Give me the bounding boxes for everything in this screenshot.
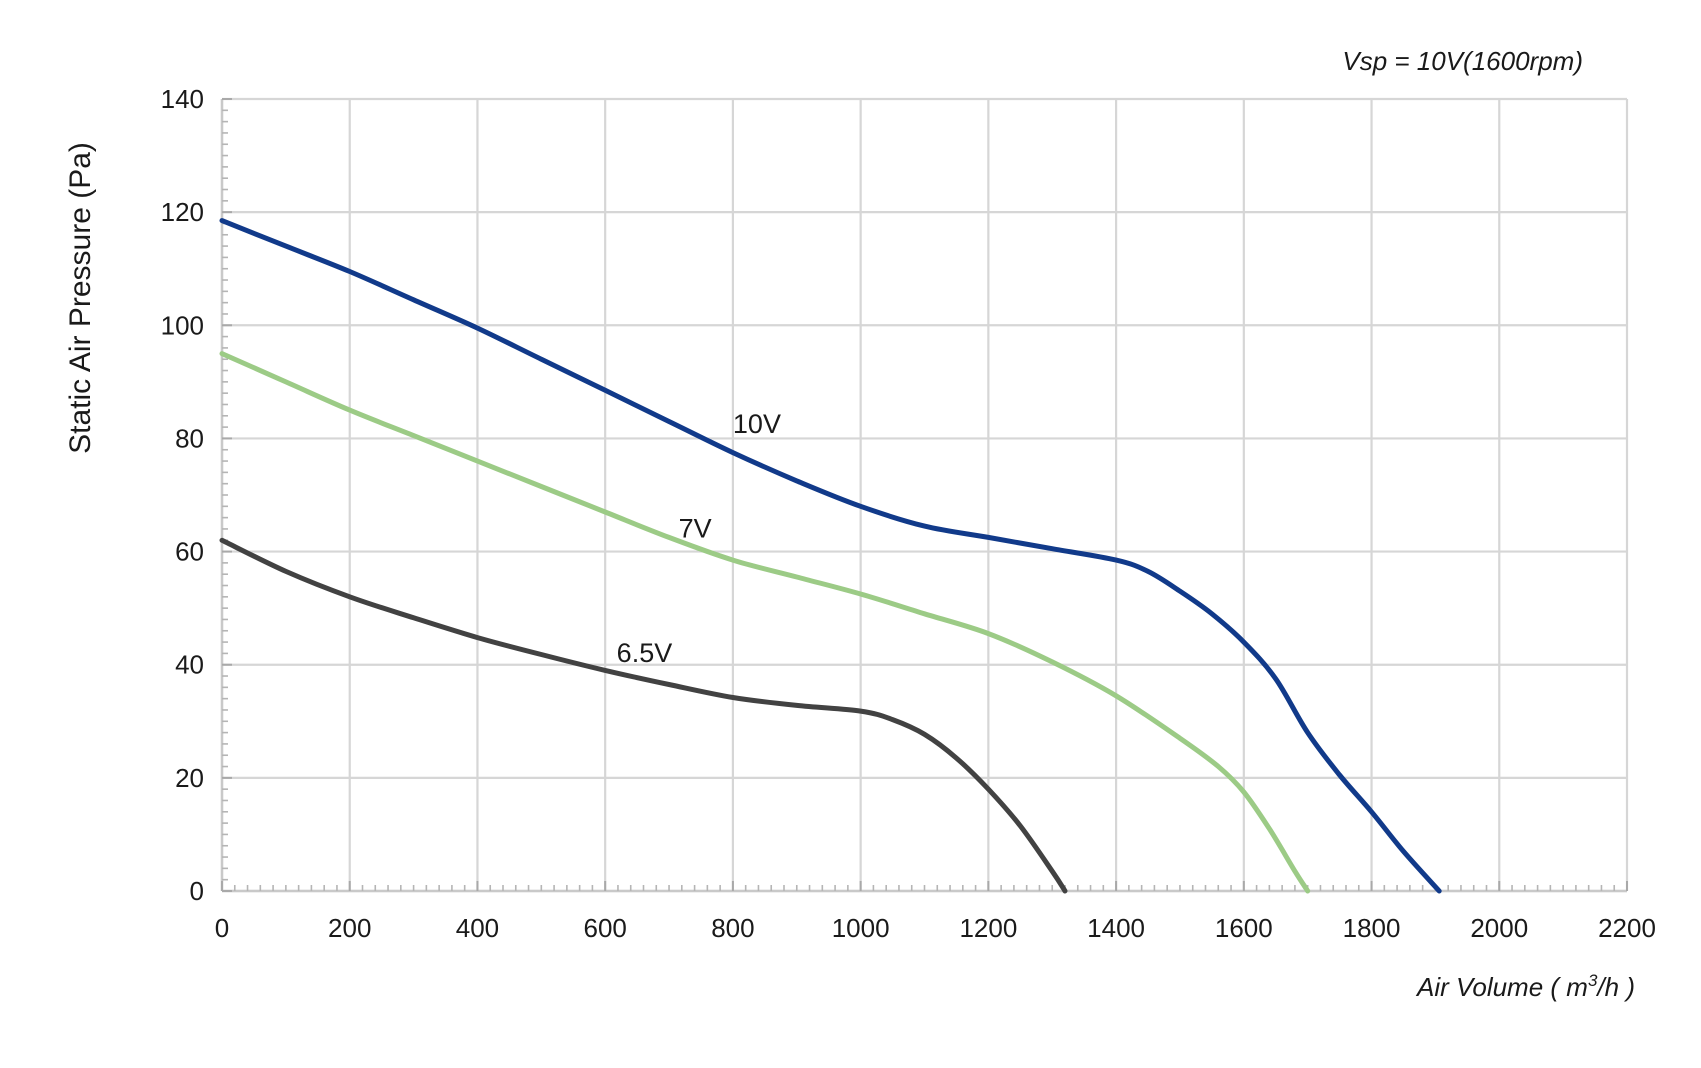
series-line-6-5vv (219, 537, 1068, 894)
y-tick-label: 140 (161, 84, 204, 114)
series-line-7vv (219, 351, 1311, 894)
x-axis-title: Air Volume ( m3/h ) (1415, 971, 1635, 1002)
y-tick-label: 40 (175, 650, 204, 680)
x-tick-label: 1800 (1343, 913, 1401, 943)
tick-labels: 0 200 400 600 800 1000 1200 1400 1600 1800 2000 220… (161, 84, 1656, 943)
y-tick-label: 120 (161, 197, 204, 227)
x-tick-label: 1000 (832, 913, 890, 943)
x-tick-label: 1600 (1215, 913, 1273, 943)
x-tick-label: 600 (583, 913, 626, 943)
series-line-10vv (219, 218, 1442, 894)
series-label: 6.5V (617, 638, 673, 668)
y-tick-label: 60 (175, 537, 204, 567)
x-tick-label: 800 (711, 913, 754, 943)
grid-lines (220, 97, 1629, 893)
y-tick-label: 80 (175, 423, 204, 453)
x-axis-title-suffix: /h ) (1595, 972, 1635, 1002)
series-label: 7V (679, 513, 712, 543)
x-tick-label: 200 (328, 913, 371, 943)
y-tick-label: 100 (161, 310, 204, 340)
axis-ticks (220, 98, 1628, 893)
x-tick-label: 2000 (1470, 913, 1528, 943)
y-tick-label: 20 (175, 763, 204, 793)
x-tick-label: 0 (215, 913, 229, 943)
series-lines: 10V 7V 6.5V (219, 218, 1442, 894)
x-tick-label: 2200 (1598, 913, 1656, 943)
x-tick-label: 400 (456, 913, 499, 943)
chart-annotation: Vsp = 10V(1600rpm) (1342, 46, 1583, 76)
x-axis-title-superscript: 3 (1588, 971, 1598, 990)
x-tick-label: 1200 (959, 913, 1017, 943)
x-tick-label: 1400 (1087, 913, 1145, 943)
y-tick-label: 0 (190, 876, 204, 906)
series-label: 10V (733, 409, 781, 439)
x-axis-title-prefix: Air Volume ( m (1415, 972, 1588, 1002)
y-axis-title: Static Air Pressure (Pa) (64, 142, 97, 454)
